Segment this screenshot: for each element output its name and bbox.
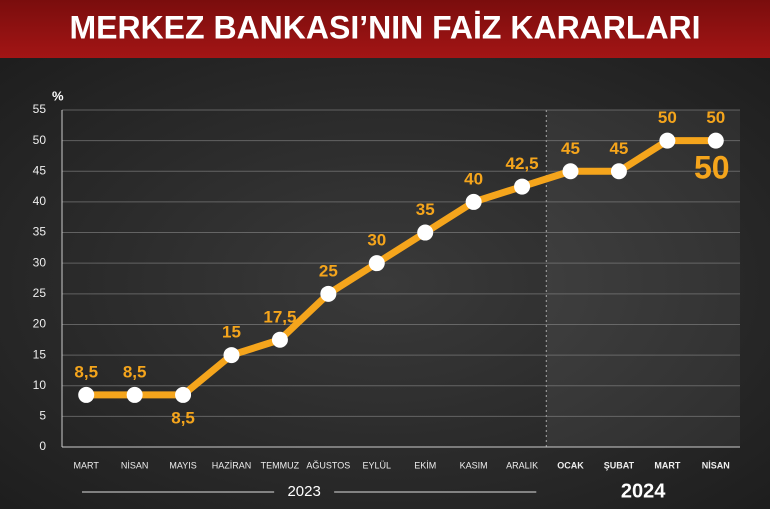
x-tick-label: ŞUBAT — [604, 460, 635, 470]
point — [78, 386, 95, 403]
y-tick-label: 5 — [39, 409, 46, 423]
x-tick-label: MART — [74, 460, 100, 470]
y-tick-label: 30 — [33, 255, 47, 269]
y-tick-label: 25 — [33, 286, 47, 300]
x-tick-label: MAYIS — [169, 460, 196, 470]
point — [562, 163, 579, 180]
plot: 2023 2024 0 5 10 15 20 25 30 35 40 45 50 55 8,5 MART 8,5… — [33, 102, 740, 502]
point — [271, 331, 288, 348]
x-tick-label: EKİM — [414, 460, 436, 470]
x-tick-label: TEMMUZ — [261, 460, 300, 470]
data-label: 35 — [416, 200, 435, 219]
y-tick-label: 35 — [33, 225, 47, 239]
y-unit: % — [52, 88, 64, 103]
point — [368, 255, 385, 272]
data-label: 50 — [706, 108, 725, 127]
x-tick-label: ARALIK — [506, 460, 538, 470]
y-tick-label: 45 — [33, 163, 47, 177]
y-tick-label: 20 — [33, 317, 47, 331]
point — [610, 163, 627, 180]
data-label: 17,5 — [263, 307, 296, 326]
title-bar — [0, 0, 770, 58]
x-tick-label: MART — [654, 460, 680, 470]
x-tick-label: NİSAN — [702, 460, 730, 470]
chart-title: MERKEZ BANKASI’NIN FAİZ KARARLARI — [69, 9, 700, 45]
y-tick-label: 0 — [39, 439, 46, 453]
data-label: 50 — [658, 108, 677, 127]
background — [0, 58, 770, 509]
annotation: 50 — [694, 149, 730, 185]
x-tick-label: HAZİRAN — [212, 460, 252, 470]
data-label: 8,5 — [171, 408, 195, 427]
point — [320, 285, 337, 302]
point — [126, 386, 143, 403]
x-tick-label: NİSAN — [121, 460, 149, 470]
data-label: 8,5 — [123, 362, 147, 381]
x-tick-label: KASIM — [460, 460, 488, 470]
x-tick-label: AĞUSTOS — [306, 460, 350, 470]
point — [707, 132, 724, 149]
data-label: 25 — [319, 261, 338, 280]
group-label: 2023 — [287, 483, 320, 500]
group-shade — [546, 110, 740, 447]
group-label: 2024 — [621, 480, 666, 502]
data-label: 15 — [222, 323, 241, 342]
point — [417, 224, 434, 241]
data-label: 30 — [367, 231, 386, 250]
y-tick-label: 15 — [33, 347, 47, 361]
point — [659, 132, 676, 149]
data-label: 8,5 — [74, 362, 98, 381]
x-tick-label: EYLÜL — [363, 460, 392, 470]
data-label: 40 — [464, 169, 483, 188]
series-line — [86, 137, 716, 399]
y-tick-label: 50 — [33, 133, 47, 147]
y-tick-label: 55 — [33, 102, 47, 116]
y-tick-label: 10 — [33, 378, 47, 392]
x-tick-label: OCAK — [557, 460, 584, 470]
point — [514, 178, 531, 195]
data-label: 42,5 — [506, 154, 539, 173]
data-label: 45 — [609, 139, 628, 158]
y-tick-label: 40 — [33, 194, 47, 208]
point — [175, 386, 192, 403]
point — [465, 193, 482, 210]
data-label: 45 — [561, 139, 580, 158]
point — [223, 347, 240, 364]
